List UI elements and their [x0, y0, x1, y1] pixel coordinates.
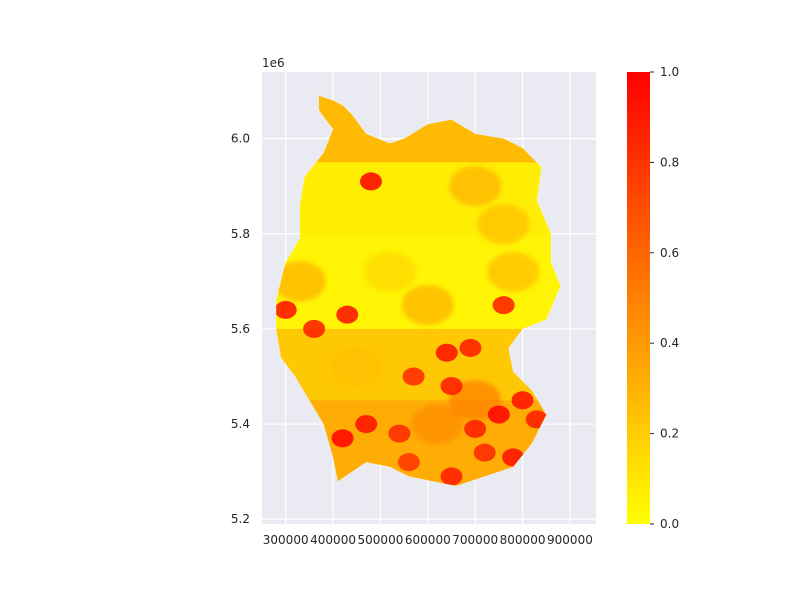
x-tick-label: 600000 [405, 533, 451, 547]
hotspot-district [440, 377, 463, 396]
x-axis-ticks: 300000 400000 500000 600000 700000 800000 9000… [263, 533, 593, 547]
x-tick-label: 500000 [358, 533, 404, 547]
hotspot-district [473, 443, 496, 462]
district-patch [449, 380, 502, 421]
hotspot-district [459, 338, 482, 357]
colorbar-tick-label: 0.4 [660, 336, 679, 350]
colorbar-ticks: 0.0 0.2 0.4 0.6 0.8 1.0 [650, 65, 679, 531]
district-patch [477, 204, 530, 245]
hotspot-district [303, 319, 326, 338]
district-patch [487, 251, 540, 292]
hotspot-district [511, 391, 534, 410]
hotspot-district [487, 405, 510, 424]
hotspot-district [355, 415, 378, 434]
colorbar [627, 72, 650, 524]
hotspot-district [435, 343, 458, 362]
x-tick-label: 400000 [310, 533, 356, 547]
colorbar-tick-label: 1.0 [660, 65, 679, 79]
y-tick-label: 5.2 [231, 512, 250, 526]
high-value-districts [276, 172, 548, 486]
district-patch [411, 404, 464, 445]
hotspot-district [276, 300, 297, 319]
x-tick-label: 800000 [500, 533, 546, 547]
district-patch [363, 251, 416, 292]
x-tick-label: 900000 [547, 533, 593, 547]
colorbar-tick-label: 0.0 [660, 517, 679, 531]
hotspot-district [336, 305, 359, 324]
y-tick-label: 5.8 [231, 227, 250, 241]
hotspot-district [331, 429, 354, 448]
x-tick-label: 700000 [452, 533, 498, 547]
y-tick-label: 6.0 [231, 132, 250, 146]
hotspot-district [397, 453, 420, 472]
y-offset-label: 1e6 [262, 56, 285, 70]
y-axis-ticks: 5.2 5.4 5.6 5.8 6.0 [231, 132, 250, 527]
hotspot-district [359, 172, 382, 191]
hotspot-district [440, 467, 463, 486]
district-patch [276, 261, 326, 302]
district-patch [330, 346, 383, 387]
colorbar-tick-label: 0.2 [660, 427, 679, 441]
district-patch [401, 285, 454, 326]
hotspot-district [464, 419, 487, 438]
district-patch [449, 166, 502, 207]
x-tick-label: 300000 [263, 533, 309, 547]
y-tick-label: 5.4 [231, 417, 250, 431]
hotspot-district [492, 296, 515, 315]
hotspot-district [388, 424, 411, 443]
hotspot-district [402, 367, 425, 386]
y-tick-label: 5.6 [231, 322, 250, 336]
colorbar-tick-label: 0.6 [660, 246, 679, 260]
colorbar-tick-label: 0.8 [660, 155, 679, 169]
